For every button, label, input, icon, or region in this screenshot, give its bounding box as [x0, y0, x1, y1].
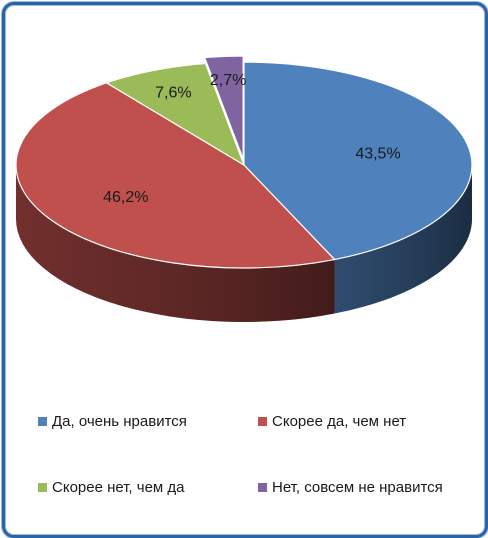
legend-label-1: Да, очень нравится [52, 413, 187, 430]
pie-side-shade-2 [16, 165, 335, 322]
data-label-2: 46,2% [103, 189, 148, 206]
pie-slice-1 [243, 61, 473, 261]
legend-item-1: Да, очень нравится [38, 413, 187, 430]
legend-item-3: Скорее нет, чем да [38, 479, 185, 496]
data-label-1: 43,5% [355, 146, 400, 163]
legend-swatch-4 [258, 483, 267, 492]
pie-data-labels: 43,5% 46,2% 7,6% 2,7% [103, 72, 401, 206]
legend-label-3: Скорее нет, чем да [52, 479, 185, 496]
pie-slice-3 [105, 62, 245, 166]
pie-slice-2 [15, 82, 336, 269]
legend-swatch-2 [258, 417, 267, 426]
legend-swatch-3 [38, 483, 47, 492]
legend-label-4: Нет, совсем не нравится [272, 479, 443, 496]
data-label-4: 2,7% [210, 72, 246, 89]
legend-label-2: Скорее да, чем нет [272, 413, 407, 430]
legend-swatch-1 [38, 417, 47, 426]
legend-item-2: Скорее да, чем нет [258, 413, 406, 430]
pie-tops [15, 55, 473, 269]
legend-item-4: Нет, совсем не нравится [258, 479, 443, 496]
data-label-3: 7,6% [155, 84, 191, 101]
pie-slice-4 [204, 55, 244, 160]
